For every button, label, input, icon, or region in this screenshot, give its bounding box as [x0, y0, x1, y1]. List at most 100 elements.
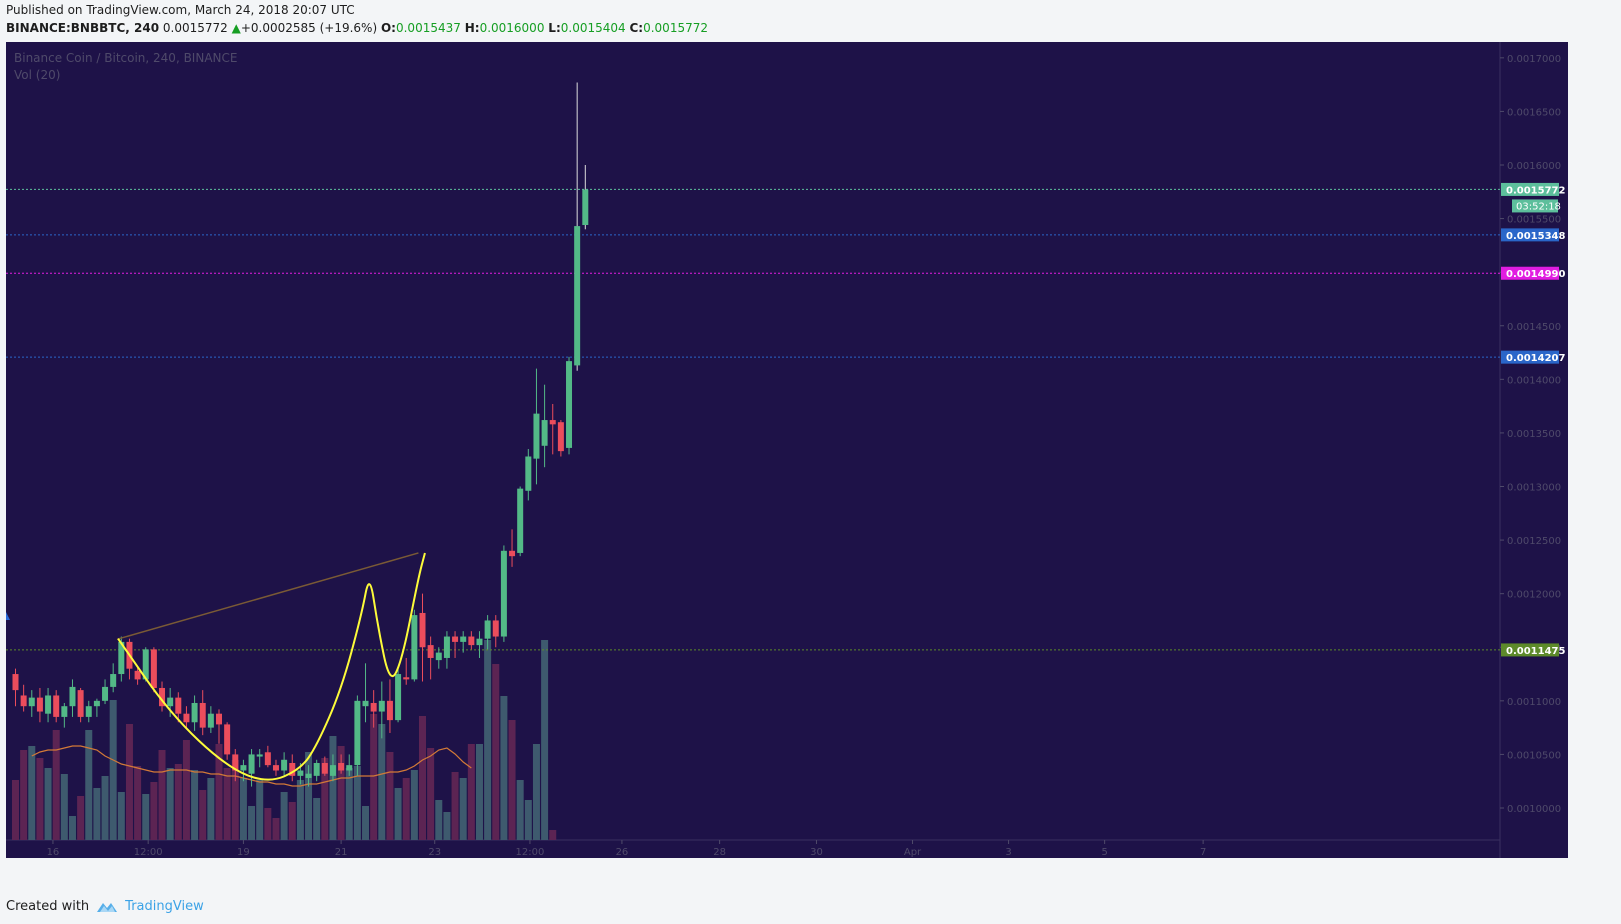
candle-body: [264, 752, 271, 766]
x-tick-label: 26: [616, 847, 629, 858]
candle: [395, 668, 402, 723]
volume-bar: [231, 760, 239, 840]
volume-bar: [36, 758, 44, 840]
candle: [566, 356, 573, 455]
volume-bar: [191, 770, 199, 840]
candle-body: [159, 687, 166, 707]
candle-body: [321, 762, 328, 774]
volume-bar: [329, 736, 337, 840]
candle-body: [395, 674, 402, 721]
candle-body: [378, 700, 385, 712]
candle-body: [305, 773, 312, 778]
candle: [346, 754, 353, 776]
candle: [476, 631, 483, 658]
volume-bar: [402, 778, 410, 840]
volume-bar: [20, 750, 28, 840]
candle: [321, 756, 328, 776]
candle-body: [500, 550, 507, 637]
candle-body: [85, 706, 92, 717]
high-value: 0.0016000: [479, 21, 545, 35]
candle: [272, 759, 279, 776]
volume-bar: [378, 724, 386, 840]
candle: [12, 668, 19, 707]
level-price-tag: [1501, 643, 1559, 657]
level-price-label: 0.0011475: [1506, 646, 1566, 657]
volume-bar: [484, 640, 492, 840]
level-price-tag: [1501, 350, 1559, 364]
candle: [134, 666, 141, 685]
candle-body: [329, 765, 336, 776]
volume-bar: [85, 730, 93, 840]
candle: [509, 529, 516, 567]
candle-body: [484, 620, 491, 639]
price-chart[interactable]: 0.00100000.00105000.00110000.00115000.00…: [0, 0, 1621, 895]
candle: [541, 384, 548, 468]
candle-body: [297, 770, 304, 776]
candle: [305, 765, 312, 787]
candle: [338, 754, 345, 774]
candle: [28, 690, 35, 717]
volume-bar: [93, 788, 101, 840]
candle: [77, 687, 84, 723]
cup-and-handle-drawing: [117, 552, 426, 781]
countdown-label: 03:52:18: [1516, 201, 1561, 212]
volume-bar: [60, 774, 68, 840]
candle-body: [419, 612, 426, 648]
x-tick-label: 28: [713, 847, 726, 858]
candle: [354, 695, 361, 776]
volume-bar: [28, 746, 36, 840]
change-value: +0.0002585 (+19.6%): [240, 21, 378, 35]
candle-body: [45, 695, 52, 714]
candle: [110, 663, 117, 693]
volume-bar: [492, 664, 500, 840]
candle: [419, 593, 426, 682]
published-line: Published on TradingView.com, March 24, …: [6, 3, 355, 17]
volume-bar: [272, 818, 280, 840]
x-tick-label: 21: [335, 847, 348, 858]
volume-bar: [541, 640, 549, 840]
x-tick-label: 16: [47, 847, 60, 858]
plot-area: [6, 42, 1500, 840]
candle-body: [224, 724, 231, 755]
volume-bar: [321, 758, 329, 840]
low-label: L:: [548, 21, 561, 35]
volume-bar: [516, 780, 524, 840]
y-tick-label: 0.0012000: [1507, 590, 1561, 601]
volume-bar: [117, 792, 125, 840]
candle-body: [142, 649, 149, 680]
candle-body: [354, 700, 361, 766]
volume-bar: [427, 748, 435, 840]
volume-bar: [288, 802, 296, 840]
y-tick-label: 0.0015500: [1507, 215, 1561, 226]
volume-bar: [101, 776, 109, 840]
candle: [85, 700, 92, 723]
y-tick-label: 0.0016500: [1507, 107, 1561, 118]
candle: [207, 706, 214, 733]
tradingview-brand[interactable]: TradingView: [125, 899, 204, 914]
candle: [69, 679, 76, 717]
volume-bar: [313, 798, 321, 840]
volume-bar: [459, 778, 467, 840]
volume-bar: [370, 714, 378, 840]
volume-bar: [264, 808, 272, 840]
candle: [492, 615, 499, 648]
candle: [378, 681, 385, 739]
candle-body: [460, 636, 467, 642]
x-tick-label: 12:00: [516, 847, 545, 858]
candle: [452, 631, 459, 658]
candle-body: [175, 697, 182, 714]
candle: [150, 647, 157, 693]
trendline: [117, 552, 419, 640]
x-tick-label: Apr: [904, 847, 922, 858]
candle-body: [281, 759, 288, 771]
low-value: 0.0015404: [560, 21, 626, 35]
candle-body: [183, 713, 190, 723]
candle: [248, 749, 255, 787]
candle-body: [476, 638, 483, 646]
volume-bar: [68, 816, 76, 840]
candle: [53, 690, 60, 723]
candle: [411, 609, 418, 682]
candle-body: [191, 702, 198, 723]
candle: [362, 663, 369, 723]
candle-body: [207, 713, 214, 728]
